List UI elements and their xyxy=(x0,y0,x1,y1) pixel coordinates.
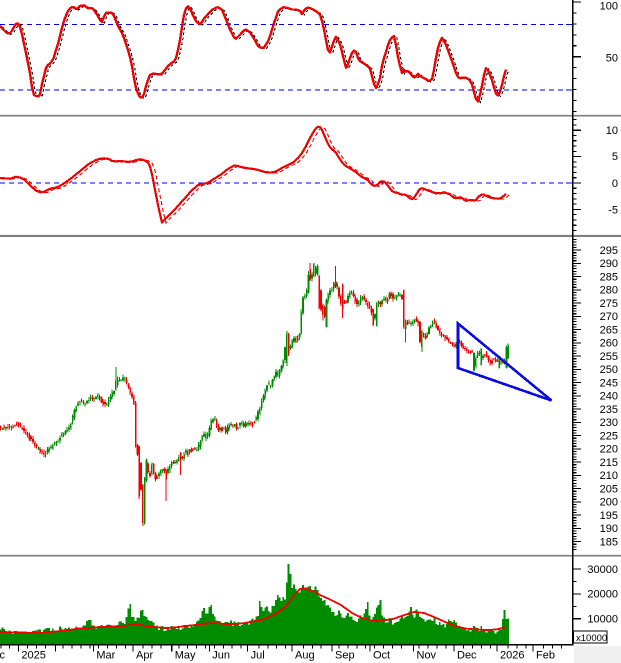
svg-text:2026: 2026 xyxy=(500,650,524,662)
svg-text:Jul: Jul xyxy=(251,650,265,662)
svg-text:Mar: Mar xyxy=(96,650,115,662)
svg-text:275: 275 xyxy=(600,298,618,310)
svg-text:200: 200 xyxy=(600,497,618,509)
svg-text:255: 255 xyxy=(600,351,618,363)
svg-text:270: 270 xyxy=(600,311,618,323)
svg-text:245: 245 xyxy=(600,377,618,389)
svg-text:220: 220 xyxy=(600,444,618,456)
svg-text:190: 190 xyxy=(600,523,618,535)
svg-text:Dec: Dec xyxy=(0,650,6,662)
svg-text:240: 240 xyxy=(600,391,618,403)
svg-text:-5: -5 xyxy=(608,204,618,216)
svg-text:Apr: Apr xyxy=(136,650,153,662)
svg-text:235: 235 xyxy=(600,404,618,416)
svg-text:290: 290 xyxy=(600,258,618,270)
svg-text:20000: 20000 xyxy=(587,589,618,601)
svg-text:215: 215 xyxy=(600,457,618,469)
svg-text:0: 0 xyxy=(612,178,618,190)
svg-text:Jun: Jun xyxy=(212,650,230,662)
svg-text:285: 285 xyxy=(600,271,618,283)
svg-text:10: 10 xyxy=(606,125,618,137)
svg-text:280: 280 xyxy=(600,285,618,297)
svg-text:30000: 30000 xyxy=(587,564,618,576)
svg-text:210: 210 xyxy=(600,470,618,482)
svg-text:2025: 2025 xyxy=(21,650,45,662)
svg-text:205: 205 xyxy=(600,483,618,495)
svg-text:Dec: Dec xyxy=(457,650,477,662)
svg-text:x10000: x10000 xyxy=(576,633,607,644)
svg-text:5: 5 xyxy=(612,151,618,163)
svg-text:Feb: Feb xyxy=(536,650,555,662)
svg-text:230: 230 xyxy=(600,417,618,429)
svg-text:185: 185 xyxy=(600,536,618,548)
svg-text:Aug: Aug xyxy=(295,650,315,662)
svg-text:100: 100 xyxy=(600,0,618,12)
svg-text:195: 195 xyxy=(600,510,618,522)
svg-text:260: 260 xyxy=(600,338,618,350)
svg-text:Oct: Oct xyxy=(373,650,390,662)
svg-text:Sep: Sep xyxy=(335,650,355,662)
svg-text:265: 265 xyxy=(600,324,618,336)
svg-text:Nov: Nov xyxy=(417,650,437,662)
svg-text:225: 225 xyxy=(600,430,618,442)
svg-text:May: May xyxy=(175,650,196,662)
svg-text:10000: 10000 xyxy=(587,614,618,626)
svg-text:50: 50 xyxy=(606,52,618,64)
svg-text:295: 295 xyxy=(600,245,618,257)
svg-text:250: 250 xyxy=(600,364,618,376)
